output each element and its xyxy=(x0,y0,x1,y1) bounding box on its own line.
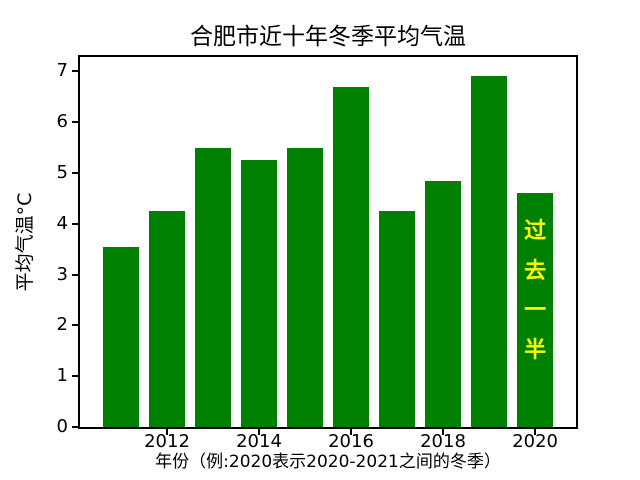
bar-2012 xyxy=(148,211,186,427)
chart-title: 合肥市近十年冬季平均气温 xyxy=(190,24,466,50)
y-tick-mark-1 xyxy=(72,375,78,378)
x-tick-mark-2018 xyxy=(442,429,444,435)
plot-frame xyxy=(78,55,578,429)
y-tick-label-1: 1 xyxy=(56,365,68,387)
bar-2014 xyxy=(240,160,278,427)
x-tick-label-2014: 2014 xyxy=(236,431,282,452)
y-tick-mark-6 xyxy=(72,121,78,124)
y-tick-mark-4 xyxy=(72,222,78,225)
y-tick-label-0: 0 xyxy=(56,416,68,437)
bar-2015 xyxy=(286,147,324,427)
y-tick-label-7: 7 xyxy=(56,60,68,82)
x-tick-label-2012: 2012 xyxy=(144,431,190,452)
x-axis-label: 年份（例:2020表示2020-2021之间的冬季） xyxy=(155,452,501,472)
bar-2011 xyxy=(102,246,140,427)
x-tick-label-2020: 2020 xyxy=(512,431,558,452)
bar-2016 xyxy=(332,86,370,427)
y-tick-mark-7 xyxy=(72,70,78,73)
x-tick-mark-2014 xyxy=(258,429,260,435)
x-tick-mark-2020 xyxy=(534,429,537,435)
bar-2019 xyxy=(470,76,508,427)
y-tick-mark-0 xyxy=(72,426,78,428)
y-tick-label-2: 2 xyxy=(56,314,68,336)
annotation-char-4: 半 xyxy=(524,337,547,363)
x-tick-mark-2016 xyxy=(350,429,352,435)
annotation-char-1: 过 xyxy=(524,219,547,245)
x-tick-mark-2012 xyxy=(166,429,168,435)
bar-2020 xyxy=(516,193,554,427)
bar-2017 xyxy=(378,211,416,427)
y-tick-label-4: 4 xyxy=(56,212,68,234)
y-tick-label-6: 6 xyxy=(56,111,68,133)
y-tick-mark-5 xyxy=(72,171,78,174)
y-tick-label-5: 5 xyxy=(56,161,68,183)
y-tick-mark-2 xyxy=(72,324,78,327)
x-tick-label-2018: 2018 xyxy=(420,431,466,452)
y-tick-label-3: 3 xyxy=(56,263,68,285)
bar-2018 xyxy=(424,180,462,427)
y-tick-mark-3 xyxy=(72,273,78,276)
x-tick-label-2016: 2016 xyxy=(328,431,374,452)
annotation-char-3: 一 xyxy=(524,298,547,324)
annotation-char-2: 去 xyxy=(524,258,547,284)
bar-2013 xyxy=(194,147,232,427)
